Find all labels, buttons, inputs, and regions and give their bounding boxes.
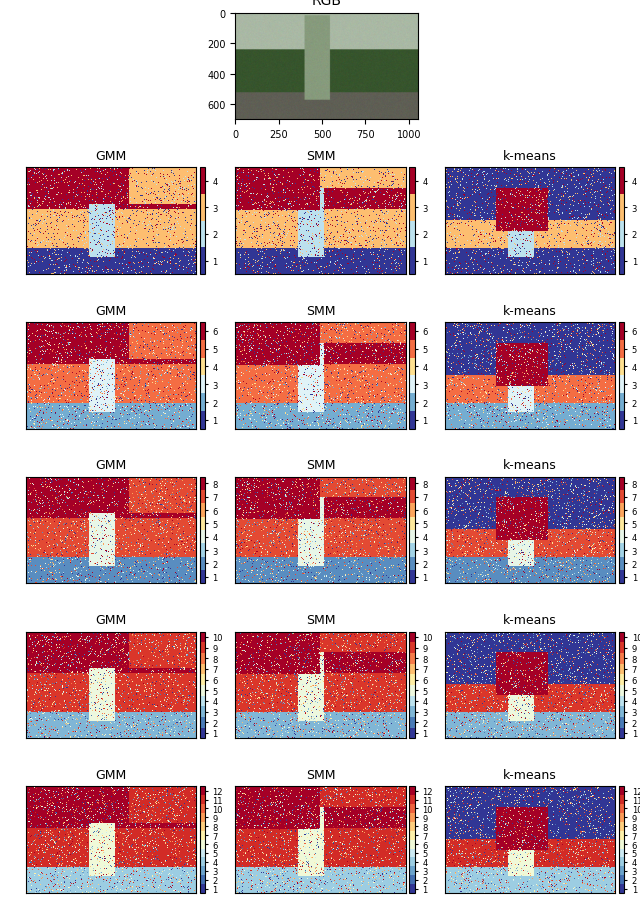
Title: k-means: k-means (503, 613, 557, 627)
Title: GMM: GMM (95, 613, 126, 627)
Title: GMM: GMM (95, 459, 126, 472)
Title: GMM: GMM (95, 304, 126, 318)
Title: GMM: GMM (95, 150, 126, 162)
Title: SMM: SMM (306, 459, 335, 472)
Title: SMM: SMM (306, 769, 335, 781)
Title: SMM: SMM (306, 150, 335, 162)
Title: k-means: k-means (503, 304, 557, 318)
Title: GMM: GMM (95, 769, 126, 781)
Title: k-means: k-means (503, 459, 557, 472)
Title: SMM: SMM (306, 613, 335, 627)
Title: RGB: RGB (312, 0, 341, 8)
Title: SMM: SMM (306, 304, 335, 318)
Title: k-means: k-means (503, 769, 557, 781)
Title: k-means: k-means (503, 150, 557, 162)
